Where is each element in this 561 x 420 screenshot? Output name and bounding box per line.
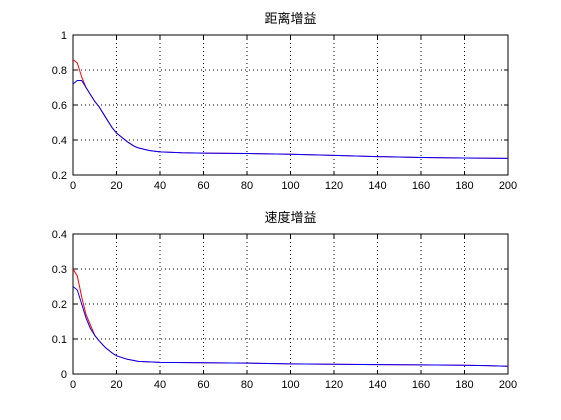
y-tick-label: 0.4 — [52, 135, 67, 147]
chart-title: 距离增益 — [264, 11, 316, 27]
y-tick-label: 0.8 — [52, 65, 67, 77]
x-tick-label: 80 — [241, 180, 253, 192]
y-tick-label: 1 — [61, 30, 67, 42]
x-tick-label: 140 — [368, 180, 386, 192]
y-tick-label: 0.6 — [52, 100, 67, 112]
x-tick-label: 180 — [455, 379, 473, 391]
x-tick-label: 100 — [281, 379, 299, 391]
x-tick-label: 0 — [70, 180, 76, 192]
distance-gain-chart: 距离增益 0 20 40 60 80 100 120 140 160 180 200 0.2 0.4 0.… — [52, 11, 517, 192]
x-tick-label: 20 — [110, 180, 122, 192]
y-tick-label: 0.1 — [52, 334, 67, 346]
x-tick-label: 160 — [412, 379, 430, 391]
x-tick-label: 100 — [281, 180, 299, 192]
x-tick-label: 40 — [154, 180, 166, 192]
x-tick-label: 200 — [499, 180, 517, 192]
chart-title: 速度增益 — [264, 210, 316, 226]
y-tick-label: 0.2 — [52, 299, 67, 311]
x-tick-label: 60 — [197, 379, 209, 391]
x-tick-label: 160 — [412, 180, 430, 192]
x-tick-label: 60 — [197, 180, 209, 192]
x-tick-label: 80 — [241, 379, 253, 391]
x-tick-label: 120 — [325, 180, 343, 192]
x-tick-label: 200 — [499, 379, 517, 391]
x-tick-label: 0 — [70, 379, 76, 391]
x-tick-label: 140 — [368, 379, 386, 391]
velocity-gain-chart: 速度增益 0 20 40 60 80 100 120 140 160 180 200 0 0.1 0.2 0… — [52, 210, 517, 391]
x-tick-label: 120 — [325, 379, 343, 391]
y-tick-label: 0.4 — [52, 229, 67, 241]
y-tick-label: 0.2 — [52, 170, 67, 182]
x-tick-label: 40 — [154, 379, 166, 391]
x-tick-label: 180 — [455, 180, 473, 192]
y-tick-label: 0.3 — [52, 264, 67, 276]
y-tick-label: 0 — [61, 369, 67, 381]
series-line-blue — [72, 286, 509, 367]
x-tick-label: 20 — [110, 379, 122, 391]
series-line-blue — [72, 80, 509, 159]
